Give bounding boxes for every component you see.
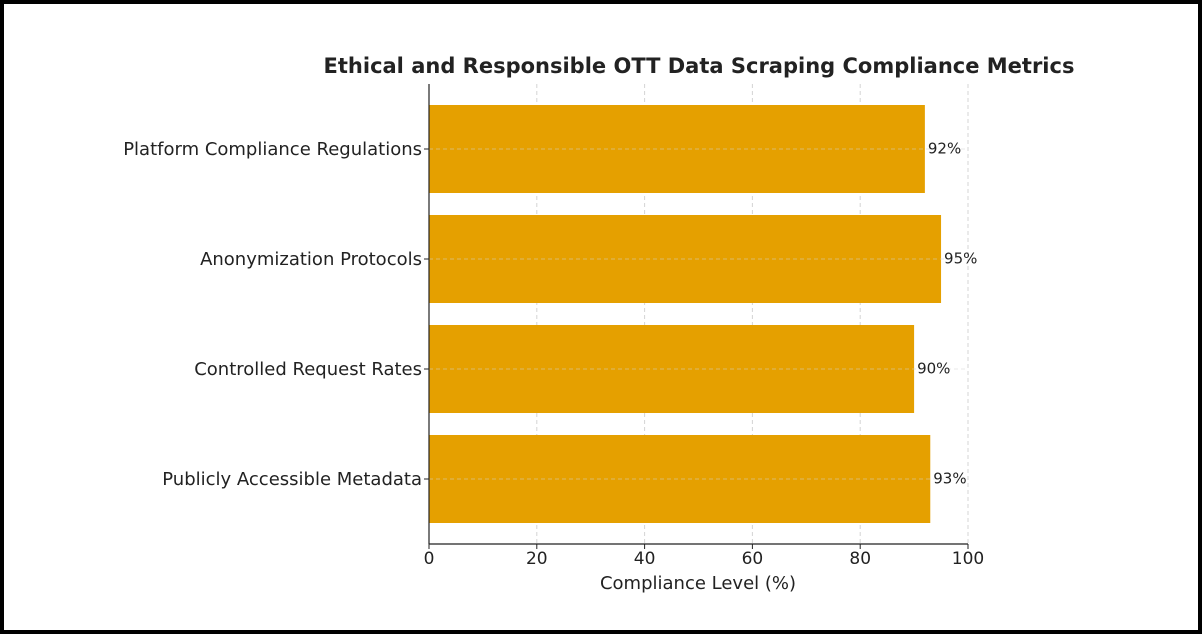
x-tick-label: 40 [634,549,656,569]
y-tick-label: Platform Compliance Regulations [123,139,422,160]
x-axis-label: Compliance Level (%) [600,573,796,594]
value-label: 95% [944,250,977,268]
y-tick-label: Publicly Accessible Metadata [162,469,422,490]
value-label: 93% [933,470,966,488]
x-tick-label: 100 [952,549,984,569]
y-tick-label: Anonymization Protocols [200,249,422,270]
value-label: 90% [917,360,950,378]
x-tick-label: 0 [424,549,435,569]
x-tick-label: 60 [742,549,764,569]
value-label: 92% [928,140,961,158]
x-tick-label: 20 [526,549,548,569]
chart-title: Ethical and Responsible OTT Data Scrapin… [324,54,1075,78]
y-tick-label: Controlled Request Rates [194,359,422,380]
bar [429,435,931,523]
x-tick-label: 80 [849,549,871,569]
